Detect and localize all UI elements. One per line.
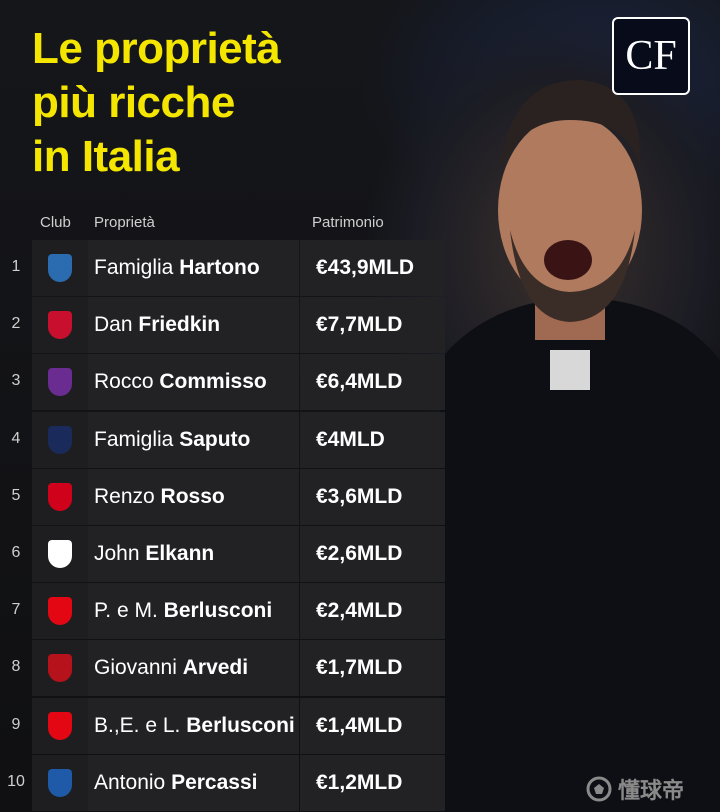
wealth-value: €1,4MLD [300, 697, 445, 754]
wealth-value: €1,2MLD [300, 754, 445, 811]
club-logo-cell [32, 240, 88, 296]
table-row: 3 Rocco Commisso €6,4MLD [0, 354, 445, 411]
table-row: 6 John Elkann €2,6MLD [0, 526, 445, 583]
owner-last: Arvedi [182, 656, 249, 680]
wealth-value: €2,4MLD [300, 583, 445, 640]
vicenza-logo-icon [48, 482, 72, 511]
rank: 7 [11, 601, 21, 619]
page-title: Le proprietà più ricche in Italia [32, 22, 281, 184]
club-logo-cell [32, 297, 88, 354]
rank: 10 [7, 772, 25, 790]
wealth-value: €1,7MLD [300, 640, 445, 697]
owner-name: Antonio Percassi [88, 754, 299, 811]
table-row: 7 P. e M. Berlusconi €2,4MLD [0, 583, 445, 640]
football-icon [586, 776, 612, 802]
table-row: 4 Famiglia Saputo €4MLD [0, 411, 445, 469]
rank: 9 [11, 715, 21, 733]
owner-first: Famiglia [94, 427, 174, 451]
owner-name: Dan Friedkin [88, 297, 299, 354]
header-owner: Proprietà [94, 214, 155, 231]
roma-logo-icon [48, 311, 72, 340]
watermark-text: 懂球帝 [618, 778, 685, 803]
person-photo [440, 80, 720, 812]
club-logo-cell [32, 754, 88, 811]
owner-first: P. e M. [94, 599, 158, 623]
bologna-logo-icon [48, 425, 72, 454]
owner-last: Elkann [145, 542, 215, 565]
club-logo-cell [32, 411, 88, 468]
cremonese-logo-icon [48, 654, 72, 683]
owner-last: Berlusconi [163, 599, 273, 623]
wealth-value: €43,9MLD [300, 240, 445, 296]
wealth-value: €7,7MLD [300, 297, 445, 354]
owner-last: Hartono [179, 256, 260, 279]
owner-first: B.,E. e L. [94, 713, 181, 737]
club-logo-cell [32, 583, 88, 640]
rank: 8 [11, 658, 21, 676]
club-logo-cell [32, 640, 88, 697]
owner-name: Famiglia Hartono [88, 240, 299, 296]
owner-name: P. e M. Berlusconi [88, 583, 299, 640]
table-row: 2 Dan Friedkin €7,7MLD [0, 297, 445, 354]
como-logo-icon [48, 254, 72, 282]
monza-logo-icon [48, 711, 72, 740]
wealth-value: €4MLD [300, 411, 445, 468]
owner-last: Rosso [160, 484, 225, 508]
owner-last: Berlusconi [186, 713, 295, 737]
owner-name: Famiglia Saputo [88, 411, 299, 468]
club-logo-cell [32, 697, 88, 754]
header-club: Club [40, 214, 71, 231]
wealth-value: €2,6MLD [300, 526, 445, 582]
owner-first: Famiglia [94, 256, 174, 279]
header-wealth: Patrimonio [312, 214, 384, 231]
owner-first: John [94, 542, 140, 565]
rank: 3 [11, 372, 21, 390]
owner-first: Dan [94, 313, 133, 337]
owner-last: Percassi [171, 770, 258, 794]
wealth-value: €3,6MLD [300, 468, 445, 525]
rank: 4 [11, 429, 21, 447]
owner-first: Rocco [94, 370, 154, 394]
owner-name: B.,E. e L. Berlusconi [88, 697, 299, 754]
owner-name: John Elkann [88, 526, 299, 582]
title-line-2: più ricche [32, 78, 235, 127]
table-row: 5 Renzo Rosso €3,6MLD [0, 468, 445, 526]
juventus-logo-icon [48, 540, 72, 568]
rank: 6 [11, 544, 21, 561]
club-logo-cell [32, 354, 88, 411]
owner-first: Renzo [94, 484, 155, 508]
club-logo-cell [32, 468, 88, 525]
owner-last: Saputo [179, 427, 251, 451]
fiorentina-logo-icon [48, 368, 72, 397]
title-line-1: Le proprietà [32, 24, 281, 73]
owner-last: Commisso [159, 370, 267, 394]
title-line-3: in Italia [32, 132, 180, 181]
rank: 5 [11, 486, 21, 504]
monza-logo-icon [48, 597, 72, 626]
watermark: 懂球帝 [586, 773, 684, 805]
owner-first: Giovanni [94, 656, 177, 680]
owner-first: Antonio [94, 770, 166, 794]
wealth-value: €6,4MLD [300, 354, 445, 411]
rank: 1 [11, 258, 21, 275]
owner-name: Rocco Commisso [88, 354, 299, 411]
rank: 2 [11, 315, 21, 333]
table-row: 1 Famiglia Hartono €43,9MLD [0, 240, 445, 297]
owner-last: Friedkin [138, 313, 221, 337]
club-logo-cell [32, 526, 88, 582]
table-row: 9 B.,E. e L. Berlusconi €1,4MLD [0, 697, 445, 755]
table-row: 8 Giovanni Arvedi €1,7MLD [0, 640, 445, 697]
atalanta-logo-icon [48, 768, 72, 797]
table-row: 10 Antonio Percassi €1,2MLD [0, 754, 445, 812]
brand-logo: CF [612, 17, 690, 95]
owner-name: Giovanni Arvedi [88, 640, 299, 697]
owner-name: Renzo Rosso [88, 468, 299, 525]
